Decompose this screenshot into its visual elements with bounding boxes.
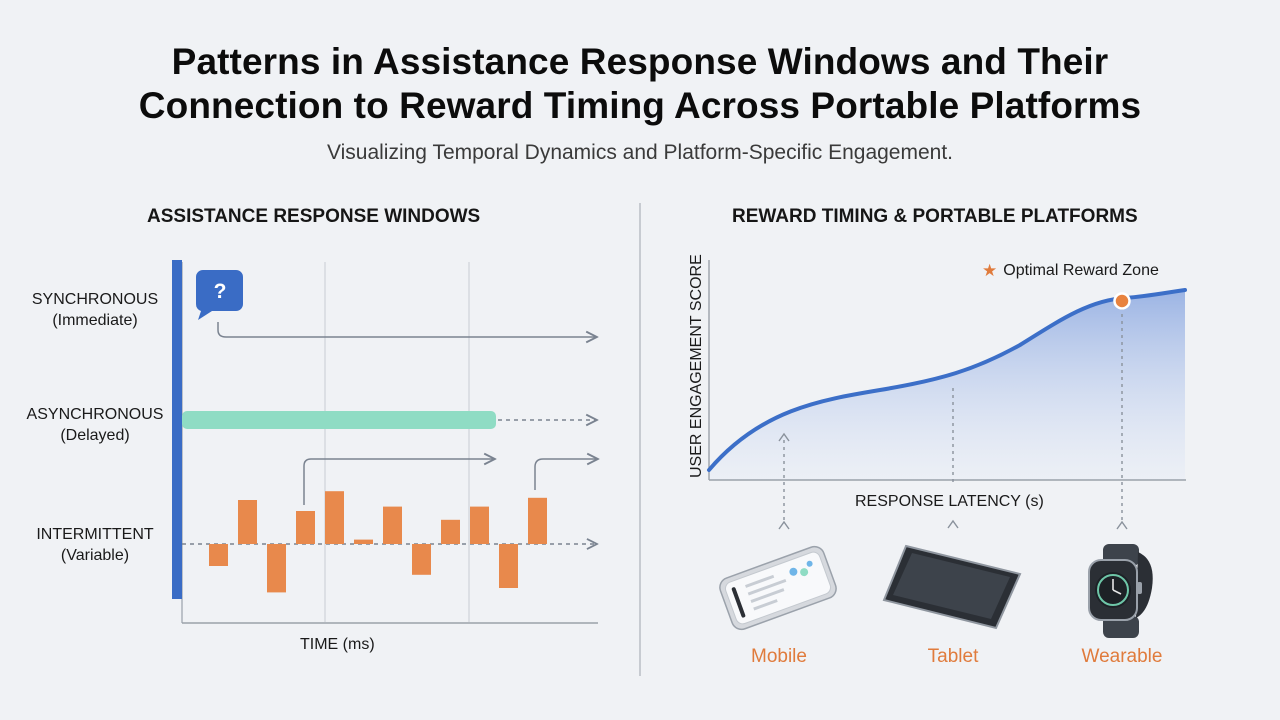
smartphone-icon [719,545,837,631]
intermittent-bar [209,544,228,566]
row-label-asynchronous: ASYNCHRONOUS (Delayed) [26,406,164,444]
device-label-mobile: Mobile [751,646,807,667]
page-subtitle: Visualizing Temporal Dynamics and Platfo… [326,141,954,164]
intermittent-bars [209,491,547,593]
intermittent-bar [470,506,489,544]
optimal-reward-marker [1113,292,1131,310]
legend: ★ Optimal Reward Zone [982,261,1159,281]
intermittent-bar [354,539,373,544]
device-label-wearable: Wearable [1081,646,1163,667]
left-panel-title: ASSISTANCE RESPONSE WINDOWS [147,206,481,227]
intermittent-bar [528,497,547,544]
title-line-1: Patterns in Assistance Response Windows … [171,41,1109,82]
intermittent-bar [325,491,344,544]
right-panel-title: REWARD TIMING & PORTABLE PLATFORMS [732,206,1138,227]
intermittent-arrow-1 [303,459,495,505]
left-timeline-bar [172,260,182,599]
help-chat-icon: ? [195,270,243,320]
intermittent-bar [267,544,286,593]
row-label-intermittent: INTERMITTENT (Variable) [36,526,154,564]
intermittent-arrow-2 [534,459,598,490]
smartwatch-icon [1088,544,1153,638]
star-icon: ★ [982,261,998,280]
right-x-axis-label: RESPONSE LATENCY (s) [855,493,1044,510]
legend-label: Optimal Reward Zone [1003,262,1159,279]
title-line-2: Connection to Reward Timing Across Porta… [138,85,1142,126]
intermittent-bar [238,500,257,544]
asynchronous-bar [182,411,496,429]
row-label-synchronous: SYNCHRONOUS (Immediate) [31,291,159,329]
tablet-icon [882,544,1022,630]
engagement-area [709,290,1185,480]
intermittent-bar [383,506,402,544]
intermittent-bar [499,544,518,588]
svg-text:?: ? [214,280,227,303]
left-x-axis-label: TIME (ms) [300,636,375,653]
intermittent-bar [412,544,431,575]
device-label-tablet: Tablet [927,646,979,667]
synchronous-arrow [217,322,597,337]
page-title: Patterns in Assistance Response Windows … [0,40,1280,128]
intermittent-bar [441,519,460,544]
intermittent-bar [296,511,315,544]
